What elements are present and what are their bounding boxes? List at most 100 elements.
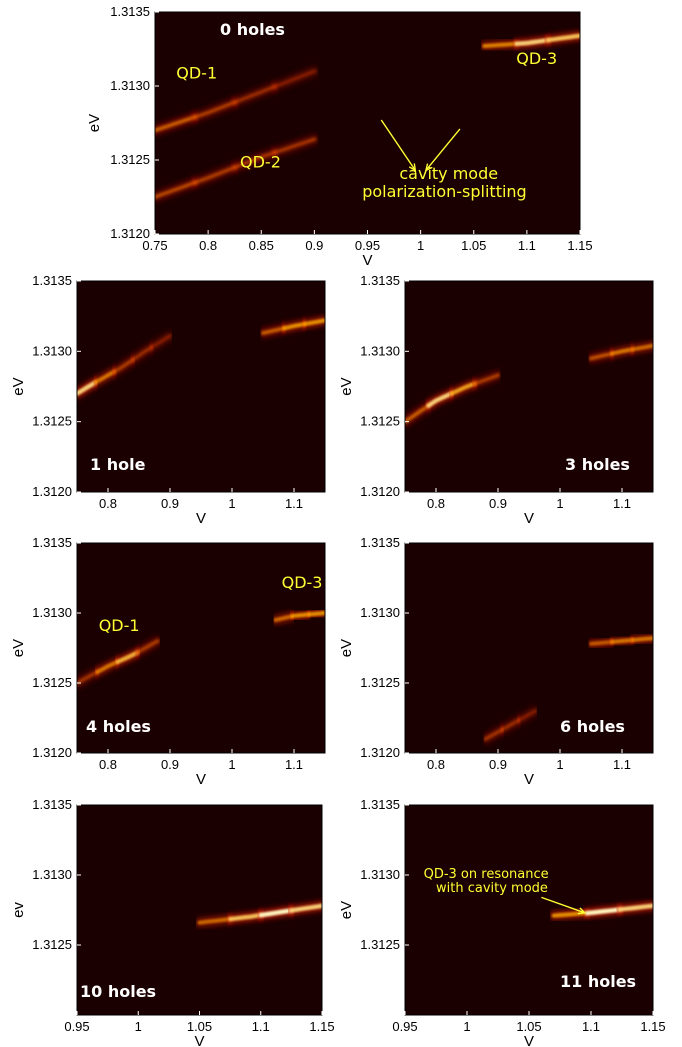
x-axis-label: V	[196, 771, 206, 788]
x-tick-label: 1	[228, 757, 235, 772]
trace-core-segment	[517, 709, 537, 722]
trace-qd-3	[270, 608, 325, 625]
x-tick-label: 0.95	[355, 238, 380, 253]
y-axis-label: eV	[86, 114, 103, 132]
plot-frame	[404, 542, 654, 754]
trace-qd-3	[479, 31, 580, 51]
hole-count-label: 3 holes	[565, 455, 630, 474]
x-tick-label: 0.8	[99, 496, 117, 511]
annotation-label: QD-1	[99, 616, 140, 635]
x-tick-label: 1.1	[285, 496, 303, 511]
x-tick-label: 1.1	[285, 757, 303, 772]
y-axis-label: eV	[338, 377, 355, 395]
y-tick-label: 1.3120	[110, 226, 150, 241]
hole-count-label: 6 holes	[560, 717, 625, 736]
annotation-label: QD-3	[282, 573, 323, 592]
trace-qd-1	[481, 706, 540, 744]
trace-qd-3	[195, 901, 322, 928]
trace-core-segment	[302, 318, 325, 327]
x-tick-label: 1	[135, 1019, 142, 1034]
x-tick-label: 0.95	[64, 1019, 89, 1034]
trace-core-segment	[232, 150, 277, 170]
trace-core-segment	[545, 33, 580, 43]
plot-frame	[76, 280, 326, 493]
trace-core-segment	[405, 403, 431, 424]
y-axis-label: eV	[338, 901, 355, 919]
trace-qd-1	[405, 370, 503, 427]
x-tick-label: 0.9	[305, 238, 323, 253]
y-tick-label: 1.3130	[110, 78, 150, 93]
y-tick-label: 1.3120	[32, 745, 72, 760]
y-tick-label: 1.3130	[360, 867, 400, 882]
trace-core-segment	[630, 343, 653, 352]
x-tick-label: 1.1	[613, 496, 631, 511]
y-tick-label: 1.3135	[32, 273, 72, 288]
y-tick-label: 1.3125	[110, 152, 150, 167]
trace-core-segment	[272, 69, 317, 89]
trace-core-segment	[233, 85, 277, 104]
x-tick-label: 1.15	[567, 238, 592, 253]
panel-11-holes: 0.95 1 1.05 1.1 1.15 1.3125 1.3130 1.3135 VeV 11 …	[338, 797, 666, 1047]
annotation-label: QD-3 on resonance	[424, 867, 549, 882]
panel-6-holes: 0.8 0.9 1 1.1 1.3120 1.3125 1.3130 1.3135 VeV 6 h…	[338, 535, 654, 788]
trace-qd-3	[586, 633, 653, 649]
annotation-label: with cavity mode	[436, 881, 548, 896]
y-tick-label: 1.3120	[360, 745, 400, 760]
y-tick-label: 1.3125	[32, 675, 72, 690]
trace-core-segment	[514, 37, 551, 46]
trace-core-segment	[149, 334, 172, 350]
annotation-arrow	[380, 119, 417, 172]
trace-core-segment	[482, 41, 519, 48]
annotation-arrow	[541, 896, 587, 915]
hole-count-label: 10 holes	[80, 982, 156, 1001]
y-tick-label: 1.3135	[360, 535, 400, 550]
y-tick-label: 1.3135	[32, 535, 72, 550]
panel-3-holes: 0.8 0.9 1 1.1 1.3120 1.3125 1.3130 1.3135 VeV 3 h…	[338, 273, 654, 527]
x-tick-label: 0.8	[427, 757, 445, 772]
x-axis-label: V	[194, 1033, 204, 1047]
trace-core-segment	[258, 908, 294, 918]
y-tick-label: 1.3135	[32, 797, 72, 812]
trace-core-segment	[155, 115, 197, 133]
y-axis-label: eV	[10, 377, 27, 395]
x-tick-label: 1.1	[252, 1019, 270, 1034]
hole-count-label: 4 holes	[86, 717, 151, 736]
trace-qd-1	[77, 636, 163, 688]
y-axis-label: ev	[10, 902, 27, 918]
x-tick-label: 0.9	[161, 496, 179, 511]
trace-core-segment	[197, 917, 233, 925]
x-tick-label: 0.9	[489, 496, 507, 511]
trace-core-segment	[227, 912, 263, 922]
trace-core-segment	[193, 165, 237, 185]
x-axis-label: V	[524, 510, 534, 527]
x-tick-label: 1	[417, 238, 424, 253]
trace-qd-1	[155, 66, 319, 135]
hole-count-label: 0 holes	[220, 20, 285, 39]
x-axis-label: V	[524, 771, 534, 788]
hole-count-label: 11 holes	[560, 972, 636, 991]
trace-qd-2	[155, 134, 319, 202]
x-tick-label: 0.85	[249, 238, 274, 253]
y-tick-label: 1.3125	[32, 414, 72, 429]
y-tick-label: 1.3130	[360, 605, 400, 620]
trace-core-segment	[617, 903, 653, 912]
panel-0-holes: 0.75 0.8 0.85 0.9 0.95 1 1.05 1.1 1.15 1.3120 1.31…	[86, 4, 593, 269]
annotation-arrow	[424, 128, 461, 172]
trace-core-segment	[155, 180, 197, 199]
y-tick-label: 1.3135	[360, 273, 400, 288]
x-tick-label: 1.15	[640, 1019, 665, 1034]
trace-core-segment	[193, 100, 237, 119]
y-axis-label: eV	[338, 639, 355, 657]
panel-1-hole: 0.8 0.9 1 1.1 1.3120 1.3125 1.3130 1.3135 VeV 1 h…	[10, 273, 326, 527]
x-tick-label: 1.1	[582, 1019, 600, 1034]
trace-core-segment	[630, 636, 653, 643]
trace-core-segment	[473, 373, 500, 386]
hole-count-label: 1 hole	[90, 455, 146, 474]
y-tick-label: 1.3130	[32, 867, 72, 882]
plot-frame	[404, 280, 654, 493]
x-axis-label: V	[362, 252, 372, 269]
x-tick-label: 1	[228, 496, 235, 511]
x-tick-label: 0.75	[142, 238, 167, 253]
trace-core-segment	[584, 907, 623, 916]
